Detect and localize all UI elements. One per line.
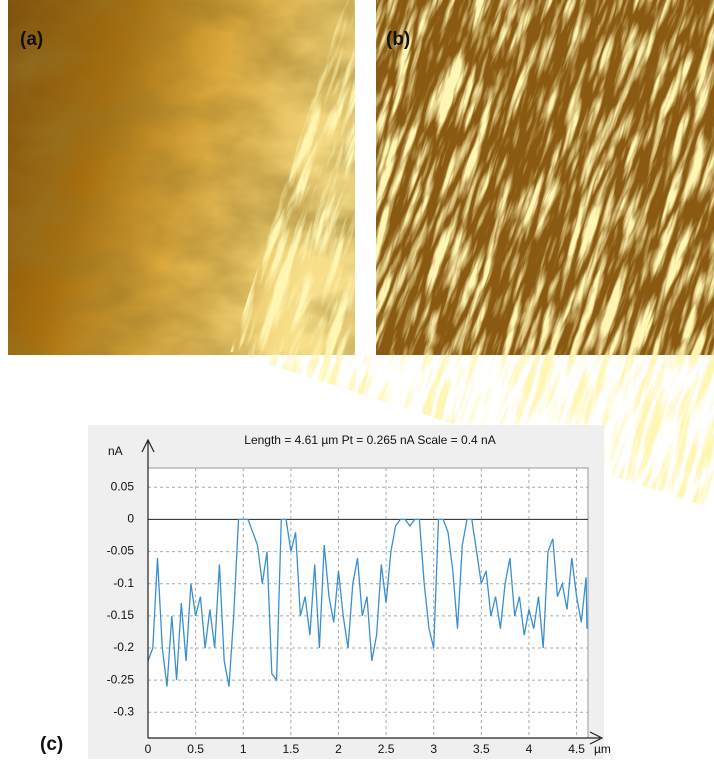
x-tick-label: 1 bbox=[240, 742, 247, 756]
chart-title: Length = 4.61 µm Pt = 0.265 nA Scale = 0… bbox=[244, 433, 495, 447]
y-tick-label: -0.3 bbox=[113, 704, 134, 718]
y-tick-label: -0.2 bbox=[113, 640, 134, 654]
x-tick-label: 4 bbox=[526, 742, 533, 756]
image-b bbox=[230, 0, 714, 506]
x-axis-label: µm bbox=[594, 742, 611, 756]
x-tick-label: 0 bbox=[145, 742, 152, 756]
x-tick-label: 3 bbox=[430, 742, 437, 756]
data-line bbox=[147, 518, 588, 687]
y-axis-label: nA bbox=[108, 444, 123, 458]
panel-label: (a) bbox=[20, 29, 43, 50]
x-tick-label: 3.5 bbox=[473, 742, 490, 756]
x-tick-label: 4.5 bbox=[568, 742, 585, 756]
y-tick-label: 0.05 bbox=[111, 479, 135, 493]
axes bbox=[141, 438, 604, 745]
y-tick-label: -0.1 bbox=[113, 576, 134, 590]
x-tick-label: 2.5 bbox=[378, 742, 395, 756]
plot: 0.05 0 -0.05 -0.1 -0.15 -0.2 -0.25 -0.3 0 0.5 1 1.5… bbox=[107, 468, 588, 756]
panel-label: (c) bbox=[40, 734, 63, 755]
y-tick-label: 0 bbox=[127, 512, 134, 526]
x-tick-label: 2 bbox=[335, 742, 342, 756]
y-tick-label: -0.15 bbox=[107, 608, 135, 622]
panel-label: (b) bbox=[386, 29, 410, 50]
y-tick-label: -0.05 bbox=[107, 544, 135, 558]
y-tick-label: -0.25 bbox=[107, 672, 135, 686]
x-tick-label: 1.5 bbox=[283, 742, 300, 756]
x-tick-label: 0.5 bbox=[187, 742, 204, 756]
